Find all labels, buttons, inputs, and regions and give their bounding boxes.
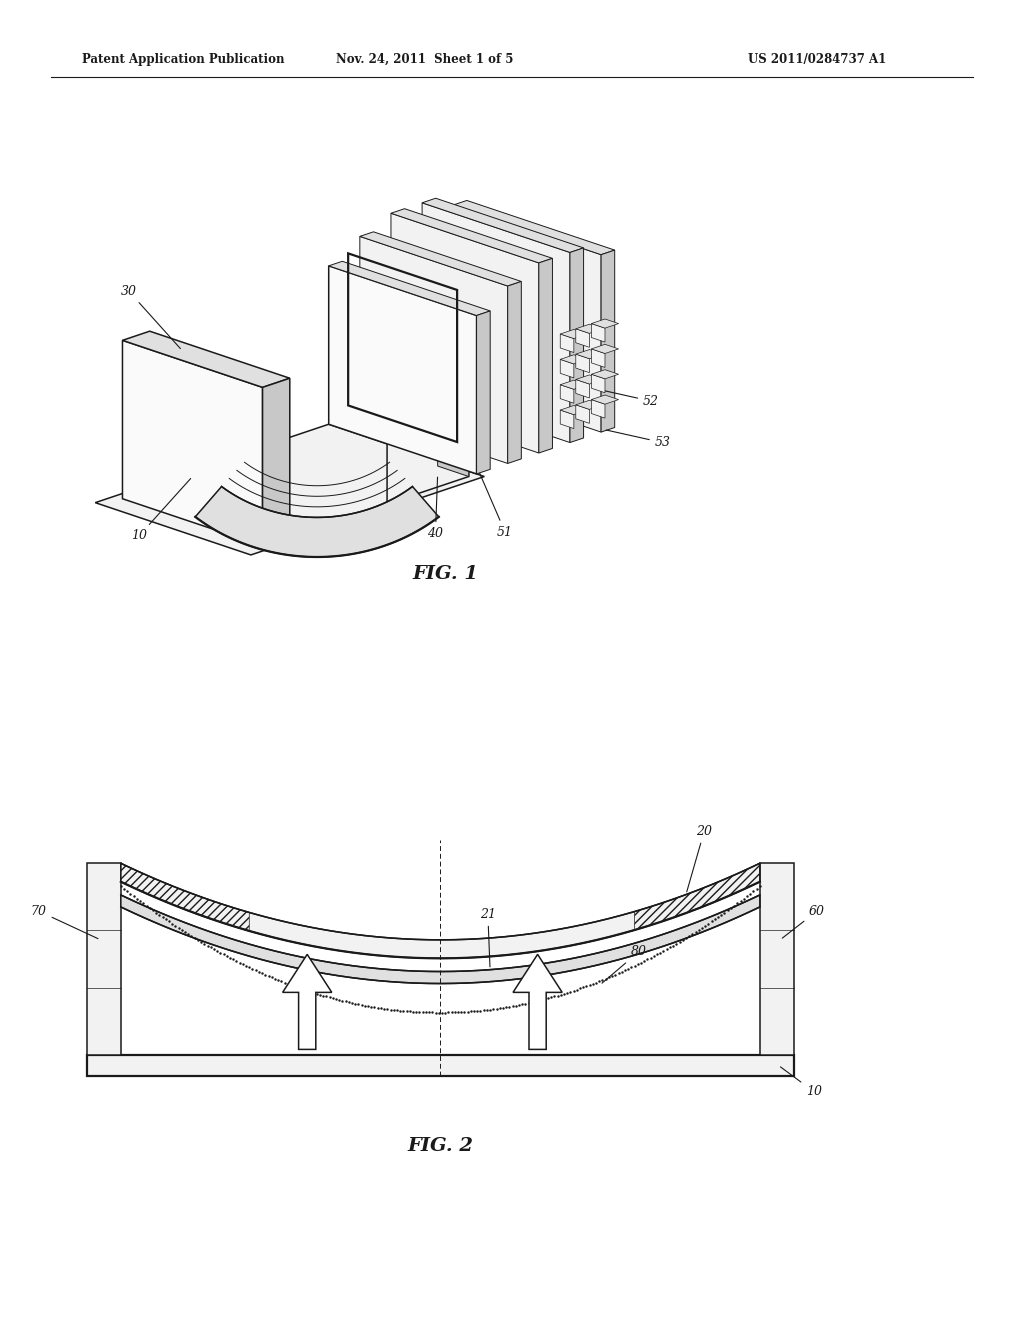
Polygon shape	[508, 281, 521, 463]
Text: 53: 53	[606, 430, 671, 449]
Polygon shape	[476, 312, 490, 474]
Polygon shape	[539, 259, 553, 453]
Polygon shape	[575, 375, 603, 384]
Text: Nov. 24, 2011  Sheet 1 of 5: Nov. 24, 2011 Sheet 1 of 5	[336, 53, 514, 66]
Polygon shape	[575, 325, 603, 334]
Polygon shape	[575, 379, 590, 399]
Polygon shape	[592, 395, 618, 404]
Polygon shape	[575, 354, 590, 372]
Polygon shape	[592, 370, 618, 379]
Polygon shape	[359, 232, 521, 286]
Text: 21: 21	[480, 908, 496, 966]
Text: 20: 20	[341, 294, 396, 338]
Polygon shape	[387, 347, 469, 504]
Polygon shape	[575, 405, 590, 424]
Polygon shape	[123, 341, 262, 545]
Polygon shape	[560, 405, 588, 414]
Polygon shape	[391, 214, 539, 453]
Polygon shape	[592, 319, 618, 329]
Text: 40: 40	[427, 477, 443, 540]
Polygon shape	[575, 350, 603, 359]
Text: Patent Application Publication: Patent Application Publication	[82, 53, 285, 66]
Polygon shape	[760, 863, 794, 1055]
Polygon shape	[560, 380, 588, 389]
Polygon shape	[283, 954, 332, 1049]
Polygon shape	[592, 345, 618, 354]
Polygon shape	[95, 424, 484, 554]
Polygon shape	[422, 203, 570, 442]
Polygon shape	[87, 1055, 794, 1076]
Text: 20: 20	[687, 825, 713, 892]
Polygon shape	[391, 209, 553, 263]
Text: 52: 52	[595, 388, 659, 408]
Polygon shape	[560, 411, 573, 429]
Polygon shape	[560, 384, 573, 403]
Polygon shape	[123, 331, 290, 387]
Polygon shape	[560, 359, 573, 378]
Text: 10: 10	[131, 479, 190, 543]
Text: 80: 80	[602, 945, 646, 983]
Text: US 2011/0284737 A1: US 2011/0284737 A1	[748, 53, 886, 66]
Polygon shape	[560, 330, 588, 339]
Polygon shape	[592, 323, 605, 342]
Polygon shape	[575, 329, 590, 347]
Text: FIG. 2: FIG. 2	[408, 1137, 473, 1155]
Polygon shape	[601, 249, 614, 432]
Polygon shape	[422, 198, 584, 252]
Polygon shape	[570, 248, 584, 442]
Polygon shape	[592, 348, 605, 367]
Polygon shape	[359, 236, 508, 463]
Polygon shape	[356, 338, 418, 409]
Text: 10: 10	[780, 1067, 822, 1098]
Polygon shape	[196, 487, 439, 557]
Polygon shape	[437, 371, 469, 477]
Text: 70: 70	[31, 904, 98, 939]
Polygon shape	[329, 261, 490, 315]
Polygon shape	[560, 355, 588, 364]
Polygon shape	[592, 375, 605, 393]
Text: 51: 51	[477, 469, 513, 539]
Text: 60: 60	[782, 904, 825, 939]
Text: FIG. 1: FIG. 1	[413, 565, 478, 583]
Polygon shape	[575, 400, 603, 409]
Polygon shape	[454, 201, 614, 255]
Polygon shape	[513, 954, 562, 1049]
Polygon shape	[592, 400, 605, 418]
Polygon shape	[121, 895, 760, 983]
Polygon shape	[262, 379, 290, 545]
Polygon shape	[121, 863, 760, 958]
Polygon shape	[329, 265, 476, 474]
Text: 30: 30	[121, 285, 180, 348]
Polygon shape	[454, 205, 601, 432]
Polygon shape	[87, 863, 121, 1055]
Polygon shape	[560, 334, 573, 352]
